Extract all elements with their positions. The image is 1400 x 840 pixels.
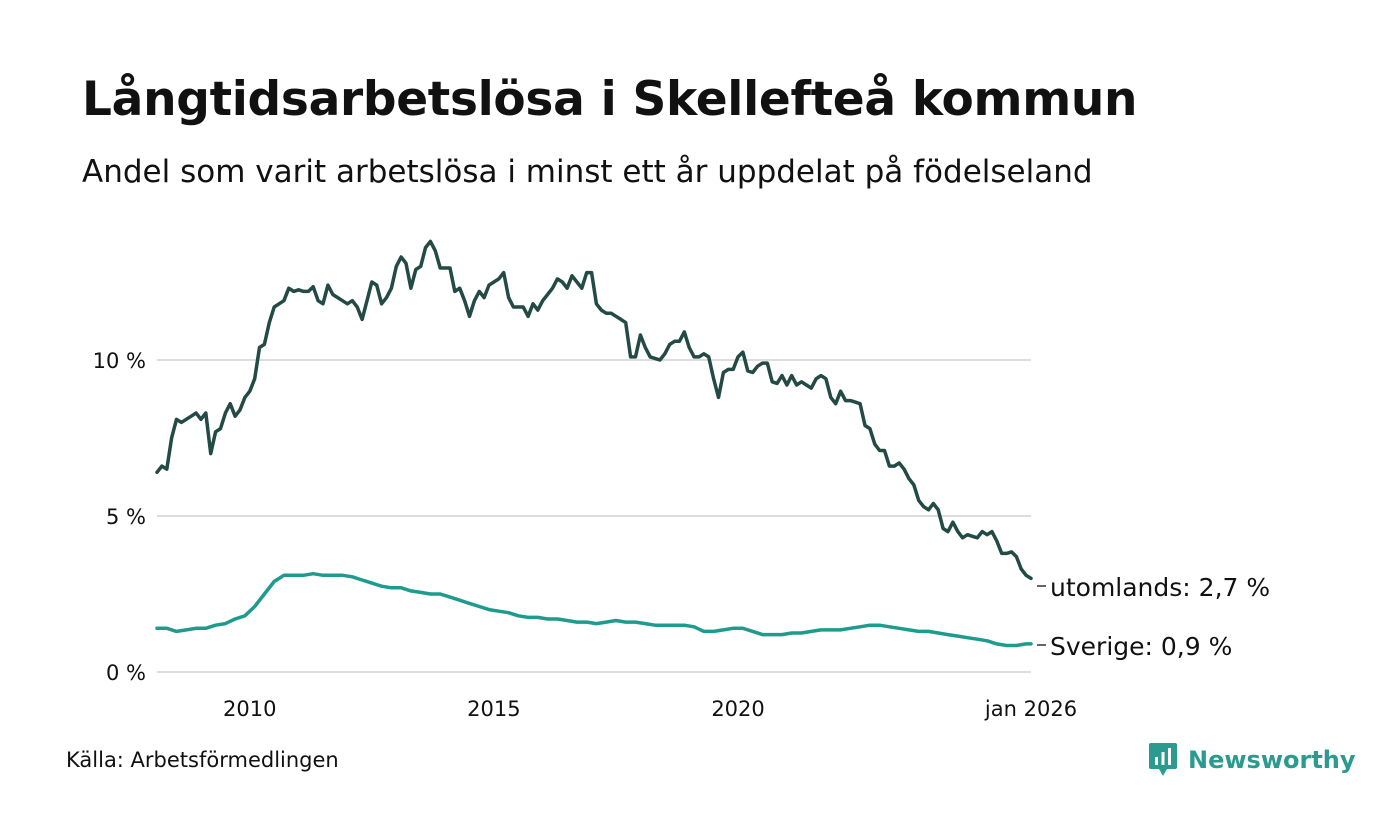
x-axis: 2010 2015 2020 jan 2026 <box>223 697 1077 721</box>
series-line-sverige <box>155 571 1033 648</box>
y-tick-label: 10 % <box>93 349 146 373</box>
newsworthy-icon <box>1149 743 1177 776</box>
x-tick-label: jan 2026 <box>984 697 1077 721</box>
series-end-label-utomlands: utomlands: 2,7 % <box>1050 573 1270 602</box>
brand-name: Newsworthy <box>1188 746 1356 774</box>
chart-title: Långtidsarbetslösa i Skellefteå kommun <box>82 72 1138 127</box>
grid-layer <box>157 359 1031 673</box>
chart-subtitle: Andel som varit arbetslösa i minst ett å… <box>82 154 1093 190</box>
x-tick-label: 2020 <box>711 697 764 721</box>
series-labels: utomlands: 2,7 % Sverige: 0,9 % <box>1037 573 1270 661</box>
source-note: Källa: Arbetsförmedlingen <box>66 748 339 772</box>
x-tick-label: 2015 <box>467 697 520 721</box>
series-end-label-sverige: Sverige: 0,9 % <box>1050 632 1232 661</box>
y-tick-label: 0 % <box>106 661 146 685</box>
y-axis: 0 % 5 % 10 % <box>93 349 146 685</box>
y-tick-label: 5 % <box>106 505 146 529</box>
x-tick-label: 2010 <box>223 697 276 721</box>
series-layer <box>155 239 1033 648</box>
series-line-utomlands <box>155 239 1033 581</box>
brand-logo: Newsworthy <box>1148 742 1356 778</box>
